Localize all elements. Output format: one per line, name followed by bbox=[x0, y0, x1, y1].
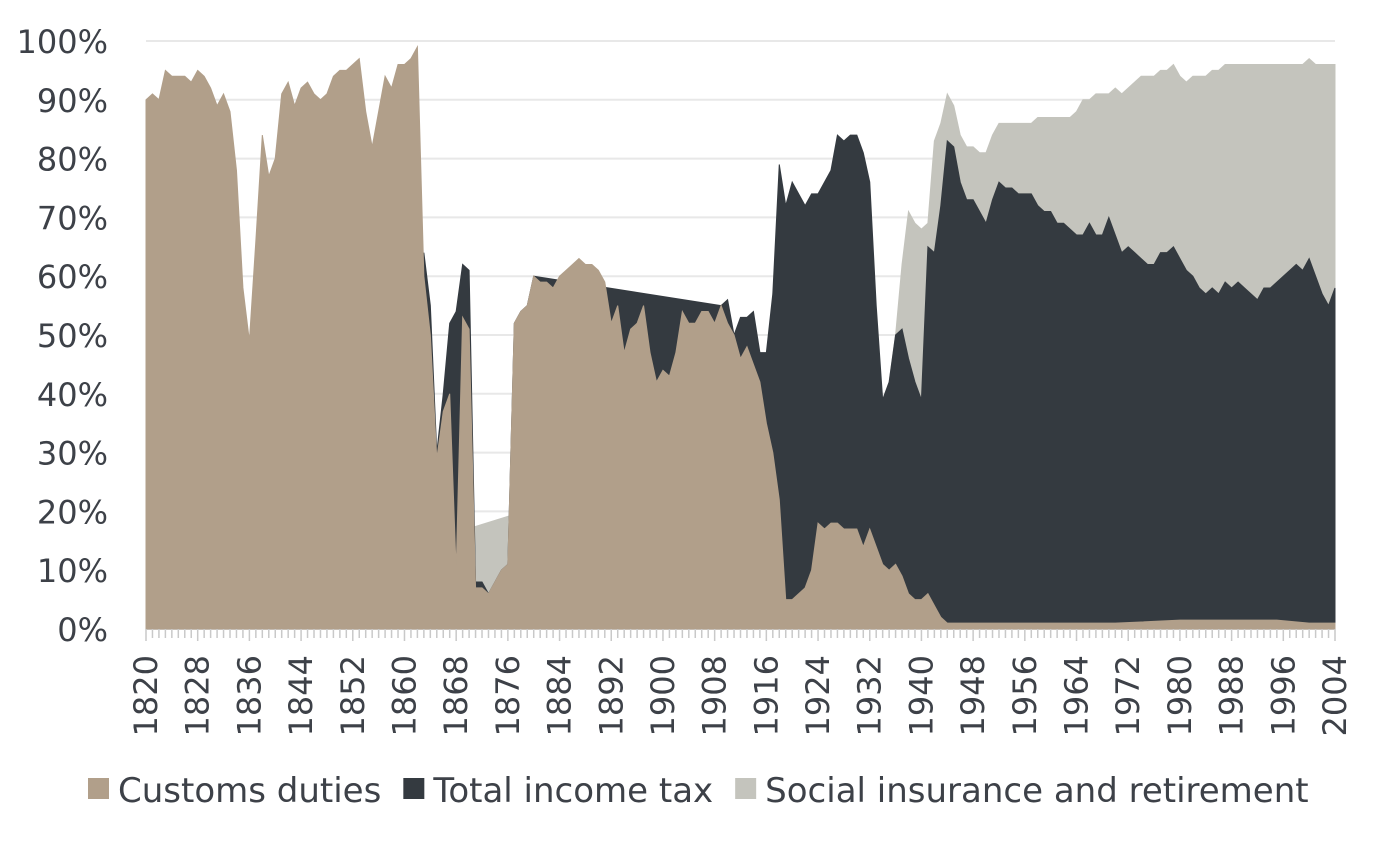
legend-label: Social insurance and retirement bbox=[765, 771, 1308, 811]
x-tick-label: 1948 bbox=[954, 655, 992, 736]
y-tick-label: 10% bbox=[37, 552, 108, 590]
x-tick-label: 1956 bbox=[1006, 655, 1044, 736]
x-tick-label: 1836 bbox=[230, 655, 268, 736]
legend-swatch bbox=[88, 778, 109, 799]
areas bbox=[145, 45, 1336, 630]
x-tick-label: 1964 bbox=[1058, 655, 1096, 736]
y-tick-label: 90% bbox=[37, 82, 108, 120]
x-tick-label: 2004 bbox=[1316, 655, 1354, 736]
x-tick-label: 1876 bbox=[489, 655, 527, 736]
y-tick-label: 0% bbox=[57, 611, 108, 649]
x-tick-label: 1980 bbox=[1161, 655, 1199, 736]
y-tick-label: 50% bbox=[37, 317, 108, 355]
x-tick-label: 1932 bbox=[851, 655, 889, 736]
x-tick-label: 1852 bbox=[334, 655, 372, 736]
x-tick-label: 1908 bbox=[696, 655, 734, 736]
y-tick-label: 30% bbox=[37, 435, 108, 473]
x-tick-label: 1844 bbox=[282, 655, 320, 736]
x-tick-label: 1996 bbox=[1264, 655, 1302, 736]
legend-label: Total income tax bbox=[432, 771, 713, 811]
x-tick-label: 1972 bbox=[1109, 655, 1147, 736]
x-tick-label: 1884 bbox=[541, 655, 579, 736]
legend-item-total-income-tax: Total income tax bbox=[403, 771, 713, 811]
legend-item-social-insurance-and-retirement: Social insurance and retirement bbox=[735, 771, 1309, 811]
x-tick-label: 1940 bbox=[902, 655, 940, 736]
x-tick-label: 1924 bbox=[799, 655, 837, 736]
x-tick-label: 1820 bbox=[127, 655, 165, 736]
x-axis: 1820 1828 1836 1844 1852 1860 1868 1876 1884 1892… bbox=[127, 629, 1354, 736]
y-tick-label: 40% bbox=[37, 376, 108, 414]
x-tick-label: 1868 bbox=[437, 655, 475, 736]
legend-swatch bbox=[403, 778, 425, 799]
y-tick-label: 100% bbox=[17, 23, 108, 61]
legend-item-customs-duties: Customs duties bbox=[88, 771, 381, 811]
legend-label: Customs duties bbox=[118, 771, 381, 811]
x-tick-label: 1988 bbox=[1213, 655, 1251, 736]
x-tick-label: 1828 bbox=[179, 655, 217, 736]
area-customs-duties bbox=[145, 45, 1336, 630]
y-axis: 0% 10% 20% 30% 40% 50% 60% 70% 80% 90% 100% bbox=[17, 23, 108, 649]
x-tick-label: 1860 bbox=[385, 655, 423, 736]
legend: Customs duties Total income tax Social ins… bbox=[88, 771, 1309, 811]
x-tick-label: 1900 bbox=[644, 655, 682, 736]
y-tick-label: 20% bbox=[37, 493, 108, 531]
y-tick-label: 60% bbox=[37, 258, 108, 296]
x-tick-label: 1892 bbox=[592, 655, 630, 736]
y-tick-label: 80% bbox=[37, 141, 108, 179]
x-tick-label: 1916 bbox=[747, 655, 785, 736]
y-tick-label: 70% bbox=[37, 199, 108, 237]
legend-swatch bbox=[735, 778, 757, 799]
